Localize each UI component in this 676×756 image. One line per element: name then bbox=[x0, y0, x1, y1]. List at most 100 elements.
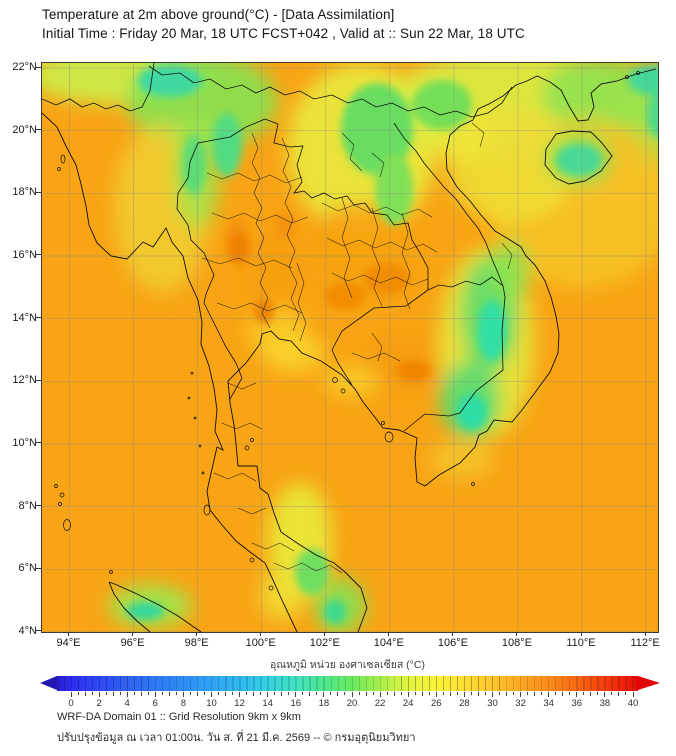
colorbar-tick bbox=[484, 692, 486, 695]
colorbar-tick-label: 8 bbox=[180, 698, 187, 709]
province-borders bbox=[201, 122, 513, 574]
lat-tick bbox=[36, 379, 41, 381]
colorbar-tick-label: 36 bbox=[571, 698, 583, 709]
lat-tick bbox=[36, 129, 41, 131]
lat-tick bbox=[36, 254, 41, 256]
lat-tick-label: 12°N bbox=[12, 374, 37, 387]
colorbar-tick bbox=[119, 692, 121, 695]
colorbar-tick bbox=[288, 692, 290, 695]
lon-tick-label: 108°E bbox=[501, 637, 532, 649]
colorbar-tick-label: 20 bbox=[346, 698, 358, 709]
colorbar-tick bbox=[386, 692, 388, 695]
colorbar-tick bbox=[372, 692, 374, 695]
temperature-map bbox=[41, 62, 659, 633]
lon-tick-label: 106°E bbox=[437, 637, 468, 649]
lat-tick-label: 22°N bbox=[12, 61, 37, 73]
colorbar-tick bbox=[583, 692, 585, 695]
grid-lines bbox=[42, 63, 658, 632]
colorbar-tick bbox=[154, 692, 156, 697]
lat-tick-label: 4°N bbox=[18, 624, 37, 637]
colorbar-tick bbox=[534, 692, 536, 696]
colorbar-tick bbox=[421, 692, 423, 696]
colorbar-tick-label: 10 bbox=[206, 698, 217, 709]
colorbar-tick bbox=[246, 692, 248, 695]
lon-tick-label: 104°E bbox=[373, 637, 404, 649]
colorbar-arrow-right bbox=[638, 676, 660, 690]
colorbar-tick-label: 2 bbox=[96, 698, 102, 709]
colorbar-tick bbox=[618, 692, 620, 696]
colorbar-tick bbox=[470, 692, 472, 695]
temperature-blobs-cores bbox=[126, 65, 658, 624]
colorbar-tick bbox=[407, 692, 409, 697]
colorbar-tick-label: 6 bbox=[152, 698, 158, 709]
lon-tick bbox=[68, 632, 69, 636]
colorbar-tick-label: 12 bbox=[234, 698, 245, 709]
colorbar-tick bbox=[112, 692, 114, 696]
lon-tick-label: 100°E bbox=[245, 637, 276, 649]
colorbar-tick-label: 0 bbox=[68, 698, 74, 709]
colorbar-tick-label: 18 bbox=[318, 698, 330, 709]
colorbar-segment-dividers bbox=[57, 676, 638, 691]
colorbar-tick bbox=[527, 692, 529, 695]
colorbar-tick bbox=[562, 692, 564, 696]
lat-tick bbox=[36, 630, 41, 632]
colorbar-tick bbox=[379, 692, 381, 697]
colorbar-tick bbox=[330, 692, 332, 695]
colorbar-tick bbox=[126, 692, 128, 697]
coastline-borders bbox=[42, 63, 657, 632]
colorbar-tick bbox=[203, 692, 205, 695]
colorbar-tick bbox=[274, 692, 276, 695]
colorbar-tick bbox=[77, 692, 79, 695]
colorbar-tick bbox=[182, 692, 184, 697]
lat-tick bbox=[36, 191, 41, 193]
colorbar-tick bbox=[492, 692, 493, 697]
colorbar-tick-label: 40 bbox=[627, 698, 639, 709]
colorbar-tick bbox=[358, 692, 360, 695]
page-subtitle: Initial Time : Friday 20 Mar, 18 UTC FCS… bbox=[42, 26, 525, 41]
colorbar-tick bbox=[632, 692, 634, 697]
colorbar-tick bbox=[105, 692, 107, 695]
footer-update-info: ปรับปรุงข้อมูล ณ เวลา 01:00น. วัน ส. ที่… bbox=[57, 732, 416, 744]
lat-tick-label: 10°N bbox=[12, 436, 37, 449]
lon-tick-label: 98°E bbox=[184, 637, 209, 649]
footer-domain-info: WRF-DA Domain 01 :: Grid Resolution 9km … bbox=[57, 711, 301, 723]
lat-tick-label: 14°N bbox=[12, 311, 37, 324]
colorbar-tick bbox=[442, 692, 444, 695]
colorbar-tick-label: 4 bbox=[124, 698, 130, 709]
lon-tick bbox=[388, 632, 390, 636]
lon-tick bbox=[324, 632, 326, 636]
colorbar-tick bbox=[555, 692, 557, 695]
colorbar-tick bbox=[449, 692, 451, 696]
colorbar-tick bbox=[400, 692, 402, 695]
colorbar-tick bbox=[267, 692, 269, 697]
colorbar-tick bbox=[393, 692, 395, 696]
colorbar-tick bbox=[189, 692, 191, 695]
colorbar-tick bbox=[70, 692, 72, 697]
colorbar-tick-label: 16 bbox=[290, 698, 302, 709]
lon-tick-label: 96°E bbox=[120, 637, 145, 649]
lon-tick bbox=[260, 632, 262, 636]
sumatra-outline bbox=[108, 581, 202, 632]
colorbar-tick bbox=[513, 692, 515, 695]
colorbar-tick bbox=[590, 692, 592, 696]
colorbar-tick bbox=[506, 692, 508, 696]
colorbar-tick-label: 34 bbox=[543, 698, 554, 709]
colorbar-tick bbox=[239, 692, 241, 697]
colorbar-tick bbox=[232, 692, 234, 695]
colorbar-tick bbox=[211, 692, 212, 697]
country-borders bbox=[42, 63, 513, 432]
lon-tick bbox=[516, 632, 518, 636]
lon-tick-label: 110°E bbox=[566, 637, 596, 649]
colorbar-tick bbox=[548, 692, 550, 697]
colorbar-tick bbox=[133, 692, 135, 695]
colorbar-tick bbox=[477, 692, 479, 696]
colorbar-tick bbox=[295, 692, 297, 697]
colorbar-tick bbox=[611, 692, 613, 695]
colorbar-tick-label: 26 bbox=[431, 698, 442, 709]
colorbar-arrow-left bbox=[40, 676, 57, 690]
lat-tick bbox=[36, 567, 41, 569]
lat-tick bbox=[36, 442, 41, 444]
colorbar-tick bbox=[175, 692, 177, 695]
colorbar-tick bbox=[260, 692, 262, 695]
